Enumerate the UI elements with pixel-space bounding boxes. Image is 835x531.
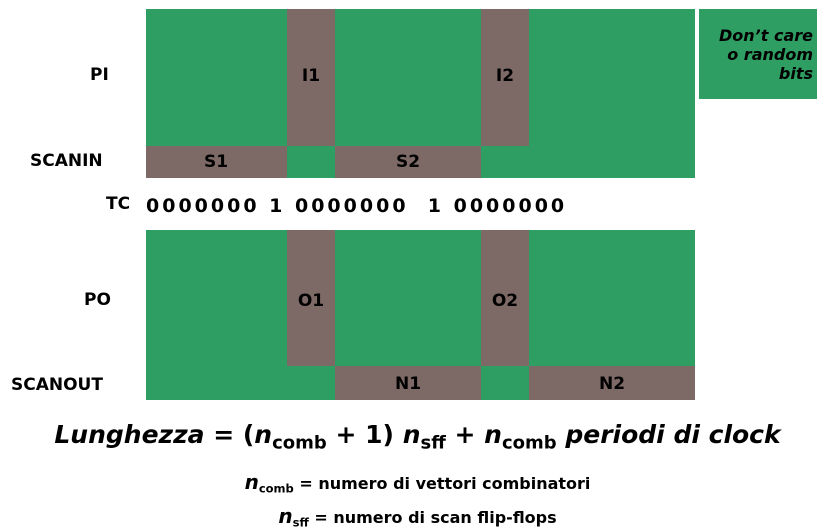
pi-block-i1 [287,9,335,146]
scanout-block-n2 [529,366,695,400]
scanout-block-n1 [335,366,481,400]
label-pi: PI [90,65,109,85]
po-block-o1 [287,230,335,366]
pi-block-i1-label: I1 [301,66,321,86]
def-nsff-sub: sff [292,515,309,530]
po-block-o2 [481,230,529,366]
formula-eq-open: = ( [204,420,255,449]
def-nsff-text: = numero di scan flip-flops [308,508,557,527]
def-ncomb-text: = numero di vettori combinatori [293,474,591,493]
def-ncomb-n: n [244,470,259,494]
scanout-block-n1-label: N1 [394,374,422,394]
scanin-block-s1-label: S1 [203,152,229,172]
formula-lunghezza: Lunghezza [54,420,205,449]
formula-sff: sff [420,432,446,454]
po-dont-care-area [146,230,695,366]
formula-n3: n [484,420,502,449]
formula-periodi: periodi di clock [556,420,781,449]
formula-n2: n [402,420,421,449]
label-scanin: SCANIN [30,151,103,171]
scanin-block-s2-label: S2 [395,152,421,172]
scanout-block-n2-label: N2 [598,374,626,394]
po-block-o2-label: O2 [491,291,519,311]
legend-dont-care: Don’t care o random bits [699,9,817,99]
label-po: PO [84,290,111,310]
pi-block-i2 [481,9,529,146]
formula-plus-one: + 1) [326,420,403,449]
pi-block-i2-label: I2 [495,66,515,86]
legend-text: Don’t care o random bits [719,25,813,83]
def-ncomb-sub: comb [258,481,294,496]
label-tc: TC [106,194,131,214]
formula-comb2: comb [501,432,557,454]
def-nsff-n: n [278,504,293,528]
length-formula: Lunghezza = (ncomb + 1) nsff + ncomb per… [0,420,835,453]
po-block-o1-label: O1 [297,291,325,311]
formula-comb1: comb [272,432,327,454]
tc-sequence: 0000000 1 0000000 1 0000000 [146,195,568,217]
label-scanout: SCANOUT [11,375,103,395]
formula-n1: n [254,420,273,449]
pi-dont-care-area [146,9,695,146]
definition-nsff: nsff = numero di scan flip-flops [0,504,835,529]
formula-plus: + [445,420,485,449]
scanin-block-s1 [146,146,287,178]
definition-ncomb: ncomb = numero di vettori combinatori [0,470,835,495]
scanin-block-s2 [335,146,481,178]
